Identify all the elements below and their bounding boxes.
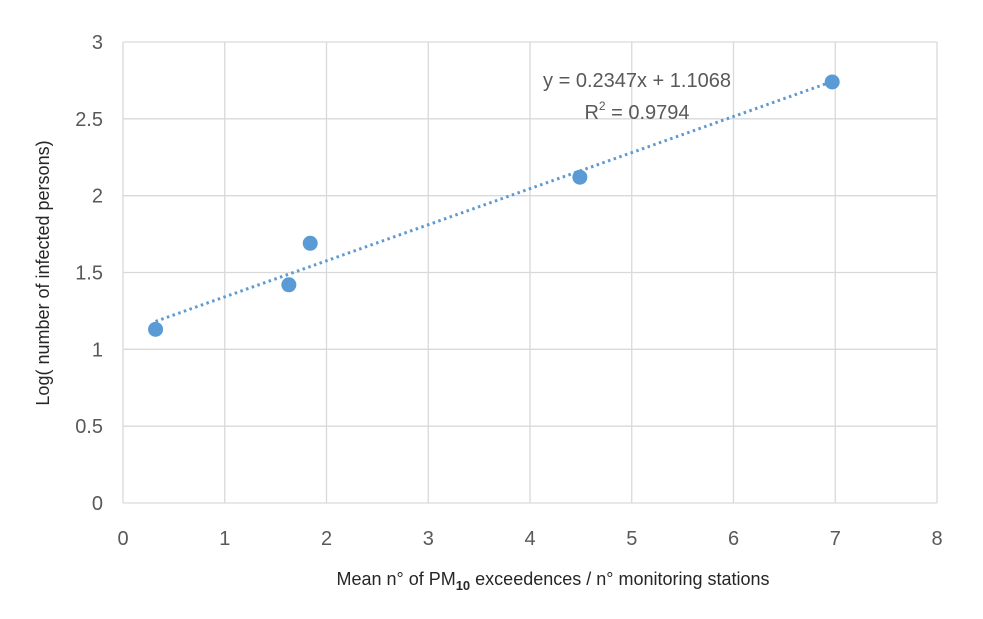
data-point	[148, 321, 164, 337]
x-axis-title-part2: exceedences / n° monitoring stations	[470, 569, 769, 589]
x-tick-label: 6	[728, 528, 739, 550]
data-point	[572, 169, 588, 185]
x-tick-label: 3	[423, 528, 434, 550]
y-tick-labels: 0 0.5 1 1.5 2 2.5 3	[75, 32, 103, 515]
x-tick-label: 0	[117, 528, 128, 550]
trendline-equation: y = 0.2347x + 1.1068	[543, 70, 731, 92]
y-tick-label: 2	[92, 186, 103, 208]
x-axis-title: Mean n° of PM10 exceedences / n° monitor…	[336, 569, 769, 593]
trendline	[155, 80, 833, 323]
y-tick-label: 3	[92, 32, 103, 54]
trendline-layer	[155, 80, 833, 323]
r-squared-label: R2 = 0.9794	[584, 99, 689, 124]
points-layer	[148, 74, 840, 337]
data-point	[281, 277, 297, 293]
y-tick-label: 1.5	[75, 263, 103, 285]
r-squared-symbol: R	[584, 102, 598, 124]
y-tick-label: 0	[92, 493, 103, 515]
x-tick-labels: 0 1 2 3 4 5 6 7 8	[117, 528, 942, 550]
x-tick-label: 4	[524, 528, 535, 550]
x-axis-title-subscript: 10	[456, 578, 470, 593]
y-tick-label: 0.5	[75, 416, 103, 438]
y-axis-title: Log( number of infected persons)	[33, 140, 53, 405]
x-tick-label: 7	[830, 528, 841, 550]
x-tick-label: 1	[219, 528, 230, 550]
grid	[122, 41, 938, 504]
x-tick-label: 5	[626, 528, 637, 550]
x-tick-label: 2	[321, 528, 332, 550]
y-tick-label: 1	[92, 339, 103, 361]
data-point	[824, 74, 840, 90]
r-squared-value: = 0.9794	[606, 102, 690, 124]
x-axis-title-part1: Mean n° of PM	[336, 569, 455, 589]
r-squared-superscript: 2	[599, 99, 606, 113]
y-tick-label: 2.5	[75, 109, 103, 131]
x-tick-label: 8	[931, 528, 942, 550]
data-point	[302, 235, 318, 251]
